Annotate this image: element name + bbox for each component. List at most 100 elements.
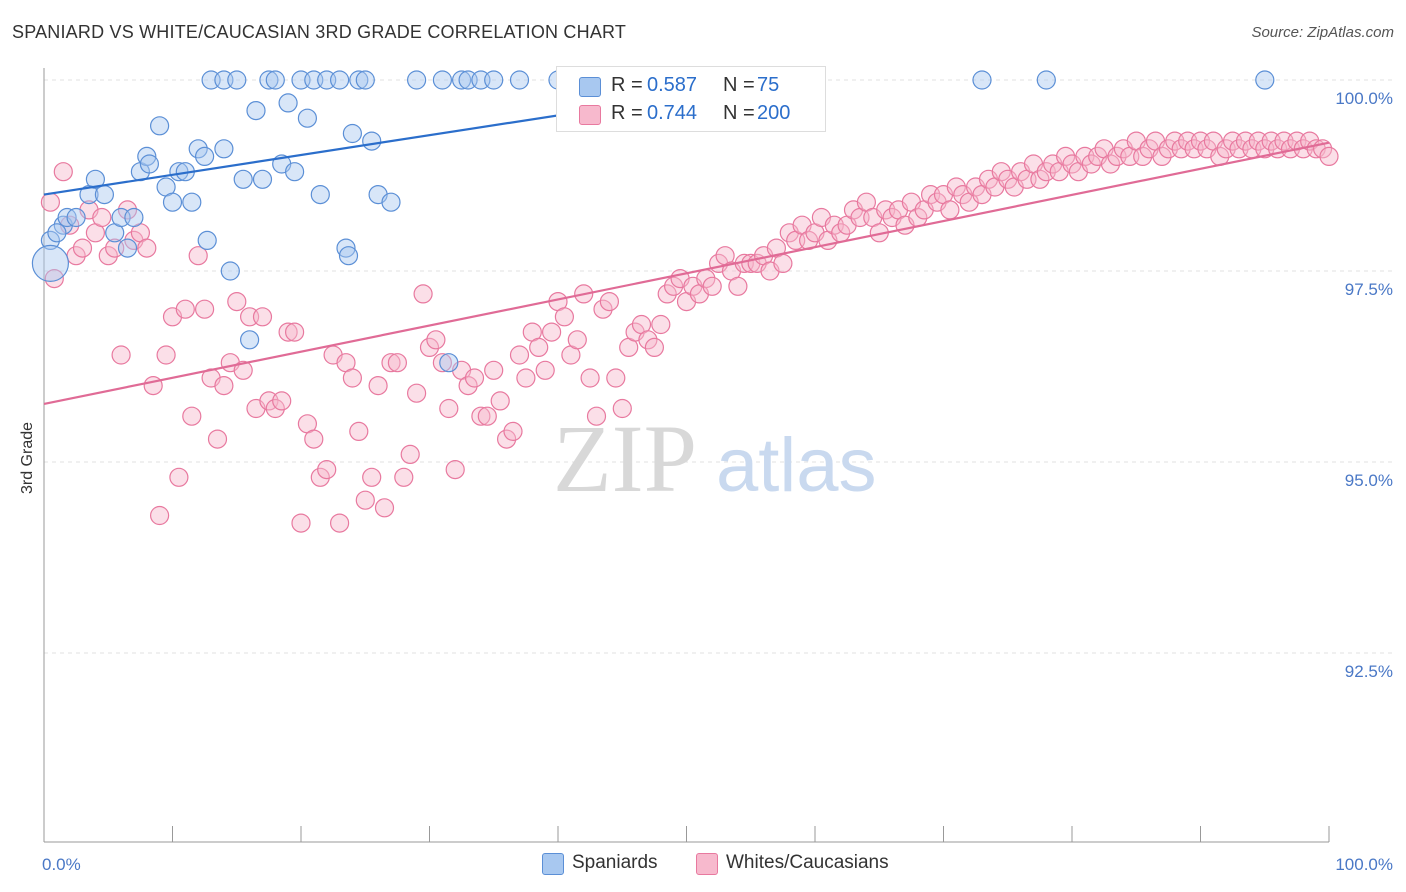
whites-point [272, 391, 292, 411]
spaniards-point [85, 169, 106, 189]
y-tick-label: 97.5% [1345, 280, 1393, 299]
whites-point [490, 391, 510, 411]
whites-point [516, 368, 536, 388]
whites-point [40, 192, 61, 212]
whites-point [458, 376, 478, 396]
whites-point [586, 406, 607, 426]
whites-point [394, 467, 414, 487]
whites-point [72, 238, 93, 258]
whites-point [535, 360, 555, 380]
whites-point [182, 406, 202, 426]
y-tick-label: 92.5% [1345, 662, 1393, 681]
y-tick-label: 95.0% [1345, 471, 1393, 490]
spaniards-point [117, 238, 138, 258]
whites-point [362, 467, 382, 487]
whites-point [387, 353, 407, 373]
whites-point [407, 383, 427, 403]
whites-point [374, 498, 395, 518]
whites-point [497, 429, 517, 449]
whites-point [541, 322, 562, 342]
whites-point [188, 246, 208, 266]
whites-point [355, 490, 375, 510]
watermark: ZIP atlas [553, 405, 877, 512]
whites-point [509, 345, 530, 365]
x-tick-label-start: 0.0% [42, 855, 81, 874]
spaniards-legend-label: Spaniards [572, 852, 658, 873]
whites-point [265, 398, 285, 419]
spaniards-point [220, 261, 240, 281]
whites-point [381, 353, 401, 373]
watermark-atlas: atlas [716, 423, 877, 508]
whites-point [310, 467, 330, 487]
spaniards-point [246, 100, 266, 121]
whites-legend-swatch [696, 853, 718, 875]
r-label: R = [611, 102, 643, 124]
spaniards-point [227, 70, 247, 90]
whites-point [278, 322, 298, 342]
spaniards-point [349, 70, 369, 90]
whites-point [426, 330, 446, 350]
whites-point [413, 284, 433, 304]
spaniards-point [31, 244, 70, 282]
stats-legend-row-spaniards: R = 0.587 N = 75 [557, 73, 825, 101]
whites-point [1055, 146, 1076, 166]
whites-point [317, 460, 337, 480]
whites-point [98, 246, 118, 266]
spaniards-point [162, 192, 183, 212]
whites-point [599, 292, 620, 312]
whites-point [285, 322, 305, 342]
spaniards-point [1036, 70, 1056, 90]
whites-point [111, 345, 131, 365]
series-whites-caucasians [40, 131, 1339, 533]
spaniards-point [452, 70, 472, 90]
whites-point [53, 162, 73, 182]
y-axis-label: 3rd Grade [19, 422, 36, 494]
whites-legend-label: Whites/Caucasians [726, 852, 889, 873]
whites-swatch [579, 105, 601, 125]
spaniards-point [972, 70, 992, 90]
whites-point [92, 207, 112, 228]
spaniards-point [439, 353, 459, 373]
spaniards-point [252, 169, 273, 189]
whites-point [663, 276, 684, 296]
spaniards-point [381, 192, 401, 212]
whites-point [44, 269, 64, 289]
whites-point [1133, 146, 1153, 166]
r-value: 0.744 [647, 102, 698, 124]
spaniards-point [265, 70, 285, 90]
whites-point [252, 307, 273, 327]
whites-trend-line [43, 141, 1330, 406]
whites-point [529, 337, 549, 357]
whites-point [946, 177, 966, 197]
spaniards-point [182, 192, 202, 212]
whites-point [471, 406, 491, 426]
whites-point [503, 421, 523, 441]
whites-point [1152, 146, 1172, 166]
spaniards-point [259, 70, 279, 90]
whites-point [330, 513, 350, 533]
whites-point [638, 330, 658, 350]
whites-point [593, 299, 613, 319]
whites-point [1319, 146, 1339, 166]
spaniards-point [330, 70, 350, 90]
spaniards-point [188, 139, 208, 159]
whites-point [477, 406, 497, 426]
spaniards-point [310, 185, 330, 205]
whites-point [702, 276, 722, 296]
spaniards-point [195, 146, 215, 166]
whites-point [150, 505, 170, 526]
spaniards-point [336, 238, 356, 258]
spaniards-point [338, 246, 359, 266]
whites-point [400, 444, 420, 464]
whites-point [169, 467, 189, 487]
whites-point [940, 200, 960, 220]
r-value: 0.587 [647, 74, 698, 96]
spaniards-point [297, 108, 317, 128]
n-label: N = [723, 74, 755, 96]
axes [43, 68, 1330, 843]
whites-point [227, 292, 247, 312]
whites-point [175, 299, 195, 319]
watermark-zip: ZIP [553, 405, 697, 512]
y-tick-label: 100.0% [1335, 89, 1393, 108]
